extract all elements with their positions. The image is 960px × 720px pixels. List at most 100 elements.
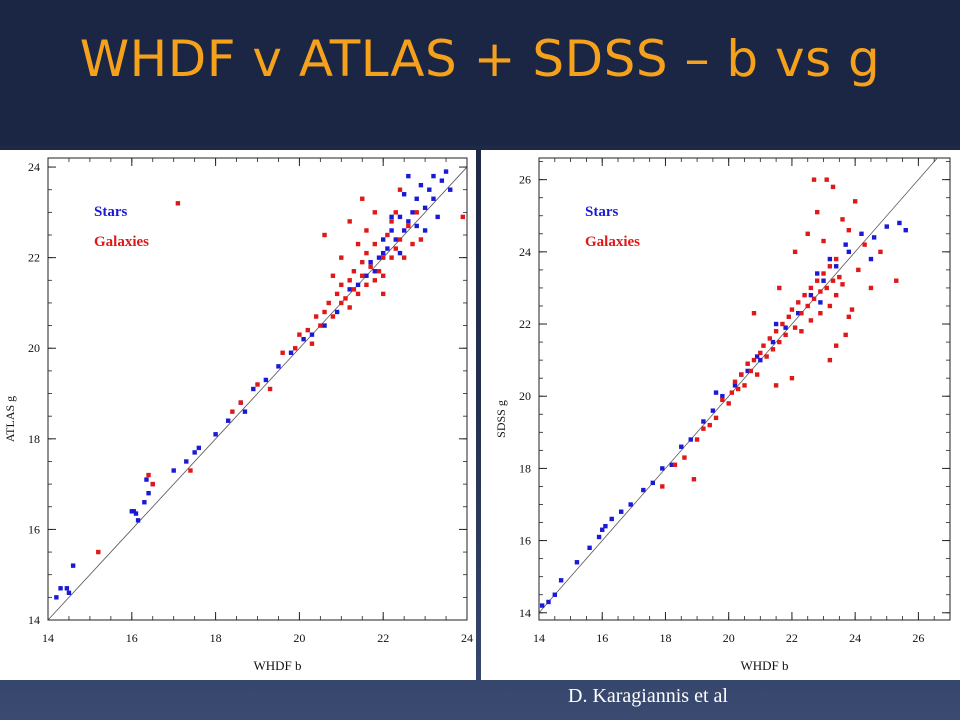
galaxies-point (802, 292, 807, 298)
stars-point (406, 173, 411, 179)
author-credit: D. Karagiannis et al (568, 685, 728, 707)
galaxies-point (406, 223, 411, 229)
galaxies-point (821, 271, 826, 276)
stars-point (808, 292, 814, 298)
galaxies-point (347, 219, 352, 224)
galaxies-point (811, 177, 817, 182)
stars-point (431, 196, 436, 201)
stars-point (815, 271, 820, 276)
galaxies-point (682, 455, 687, 460)
stars-point (66, 590, 72, 596)
galaxies-point (376, 269, 382, 274)
stars-point (422, 228, 428, 233)
stars-point (422, 205, 428, 211)
stars-point (609, 516, 614, 522)
galaxies-point (188, 468, 193, 473)
galaxies-point (389, 255, 394, 260)
galaxies-point (238, 400, 243, 405)
galaxies-point (297, 332, 302, 337)
legend-galaxies: Galaxies (94, 234, 149, 250)
galaxies-point (792, 249, 798, 255)
x-tick-label: 24 (849, 631, 861, 645)
galaxies-point (318, 323, 323, 328)
galaxies-point (783, 332, 788, 338)
stars-point (546, 599, 551, 605)
y-axis-label: ATLAS g (3, 396, 17, 442)
x-tick-label: 14 (533, 631, 545, 645)
galaxies-point (385, 232, 390, 238)
legend-stars: Stars (585, 204, 618, 220)
galaxies-point (330, 314, 336, 319)
galaxies-point (773, 329, 779, 334)
stars-point (796, 311, 801, 316)
galaxies-point (381, 291, 386, 297)
stars-point (619, 509, 624, 514)
y-tick-label: 22 (519, 317, 531, 331)
series-galaxies (96, 187, 466, 555)
galaxies-point (878, 249, 883, 255)
galaxies-point (393, 210, 398, 215)
galaxies-point (808, 285, 814, 291)
stars-point (389, 214, 394, 220)
stars-point (435, 214, 440, 220)
slide-title: WHDF v ATLAS + SDSS – b vs g (79, 30, 881, 88)
stars-point (679, 444, 684, 449)
stars-point (770, 339, 776, 345)
galaxies-point (694, 437, 700, 442)
stars-point (389, 228, 394, 233)
stars-point (70, 563, 76, 568)
stars-point (539, 603, 545, 608)
galaxies-point (339, 282, 344, 288)
stars-point (385, 246, 390, 251)
galaxies-point (821, 238, 826, 244)
galaxies-point (849, 307, 855, 312)
stars-point (381, 250, 386, 256)
stars-point (196, 445, 202, 451)
galaxies-point (837, 274, 842, 280)
galaxies-point (843, 332, 848, 338)
galaxies-point (339, 255, 344, 260)
stars-point (251, 386, 256, 392)
stars-point (732, 383, 738, 388)
galaxies-point (818, 311, 823, 316)
galaxies-point (397, 237, 403, 242)
x-tick-label: 20 (293, 631, 305, 645)
galaxies-point (830, 278, 836, 283)
galaxies-point (372, 210, 378, 215)
stars-point (368, 259, 373, 265)
galaxies-point (309, 341, 315, 346)
stars-point (558, 578, 564, 583)
stars-point (650, 480, 656, 486)
y-tick-label: 16 (28, 522, 40, 536)
stars-point (347, 287, 352, 292)
galaxies-point (827, 264, 833, 269)
stars-point (868, 256, 874, 262)
galaxies-point (751, 357, 757, 363)
galaxies-point (360, 259, 365, 265)
galaxies-point (726, 401, 731, 406)
galaxies-point (742, 383, 747, 388)
stars-point (897, 220, 902, 226)
atlas-chart-panel: 14 16 18 20 22 24 14 16 18 20 22 24 WHDF b ATLAS g Sta… (0, 150, 476, 680)
galaxies-point (732, 379, 738, 384)
stars-point (710, 408, 716, 413)
galaxies-point (773, 383, 779, 388)
stars-point (603, 523, 608, 529)
y-axis-label: SDSS g (494, 400, 508, 438)
galaxies-point (840, 217, 845, 222)
galaxies-point (856, 267, 861, 273)
galaxies-point (764, 354, 769, 359)
stars-point (669, 462, 674, 467)
galaxies-point (758, 350, 763, 356)
stars-point (843, 242, 848, 247)
y-tick-label: 20 (519, 389, 531, 403)
galaxies-point (811, 296, 817, 301)
galaxies-point (827, 357, 833, 363)
stars-point (439, 178, 445, 183)
galaxies-point (364, 228, 369, 233)
stars-point (628, 502, 633, 507)
stars-point (54, 595, 59, 600)
stars-point (393, 237, 398, 242)
stars-point (397, 250, 403, 256)
galaxies-point (830, 184, 836, 190)
